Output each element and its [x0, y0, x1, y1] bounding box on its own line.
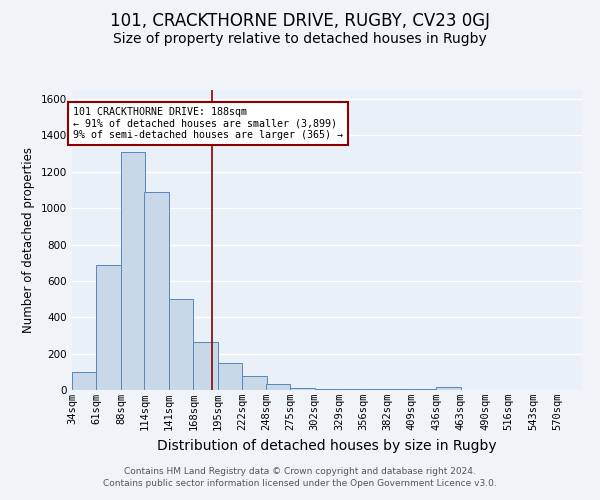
- Text: Contains HM Land Registry data © Crown copyright and database right 2024.
Contai: Contains HM Land Registry data © Crown c…: [103, 466, 497, 487]
- Bar: [290, 388, 315, 390]
- Bar: [97, 264, 121, 390]
- Bar: [218, 362, 242, 390]
- Bar: [72, 372, 97, 390]
- Bar: [436, 388, 461, 390]
- Bar: [145, 192, 169, 390]
- Bar: [121, 152, 145, 390]
- Bar: [315, 389, 339, 390]
- Text: 101 CRACKTHORNE DRIVE: 188sqm
← 91% of detached houses are smaller (3,899)
9% of: 101 CRACKTHORNE DRIVE: 188sqm ← 91% of d…: [73, 108, 343, 140]
- X-axis label: Distribution of detached houses by size in Rugby: Distribution of detached houses by size …: [157, 438, 497, 452]
- Bar: [266, 384, 290, 390]
- Y-axis label: Number of detached properties: Number of detached properties: [22, 147, 35, 333]
- Text: Size of property relative to detached houses in Rugby: Size of property relative to detached ho…: [113, 32, 487, 46]
- Bar: [169, 299, 193, 390]
- Bar: [242, 376, 267, 390]
- Bar: [193, 342, 218, 390]
- Text: 101, CRACKTHORNE DRIVE, RUGBY, CV23 0GJ: 101, CRACKTHORNE DRIVE, RUGBY, CV23 0GJ: [110, 12, 490, 30]
